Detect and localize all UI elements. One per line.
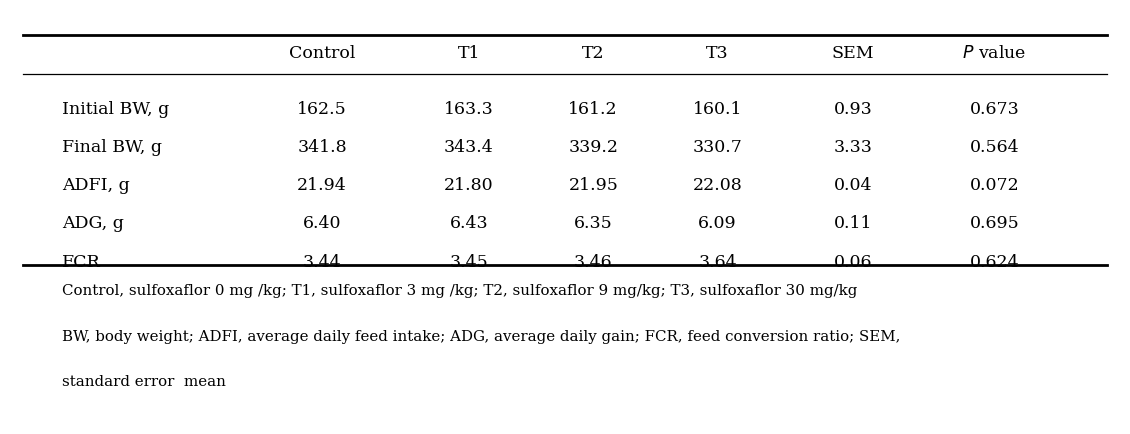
Text: 0.564: 0.564: [970, 139, 1019, 156]
Text: 3.45: 3.45: [450, 253, 488, 271]
Text: 161.2: 161.2: [568, 101, 618, 118]
Text: 6.09: 6.09: [698, 215, 737, 233]
Text: 343.4: 343.4: [444, 139, 494, 156]
Text: 0.04: 0.04: [834, 177, 872, 194]
Text: 163.3: 163.3: [444, 101, 494, 118]
Text: 21.80: 21.80: [444, 177, 494, 194]
Text: 6.35: 6.35: [574, 215, 612, 233]
Text: 339.2: 339.2: [568, 139, 618, 156]
Text: Final BW, g: Final BW, g: [62, 139, 162, 156]
Text: 0.624: 0.624: [970, 253, 1019, 271]
Text: ADG, g: ADG, g: [62, 215, 124, 233]
Text: Control: Control: [289, 45, 355, 62]
Text: standard error  mean: standard error mean: [62, 375, 226, 389]
Text: 0.93: 0.93: [834, 101, 872, 118]
Text: 3.44: 3.44: [303, 253, 341, 271]
Text: 0.673: 0.673: [970, 101, 1019, 118]
Text: 3.64: 3.64: [698, 253, 737, 271]
Text: ADFI, g: ADFI, g: [62, 177, 130, 194]
Text: 3.46: 3.46: [574, 253, 612, 271]
Text: T2: T2: [582, 45, 605, 62]
Text: 6.43: 6.43: [450, 215, 488, 233]
Text: FCR: FCR: [62, 253, 101, 271]
Text: 0.695: 0.695: [970, 215, 1019, 233]
Text: T3: T3: [706, 45, 729, 62]
Text: 0.11: 0.11: [834, 215, 872, 233]
Text: T1: T1: [458, 45, 480, 62]
Text: 21.95: 21.95: [568, 177, 618, 194]
Text: 162.5: 162.5: [297, 101, 347, 118]
Text: 341.8: 341.8: [297, 139, 347, 156]
Text: 160.1: 160.1: [693, 101, 742, 118]
Text: 330.7: 330.7: [693, 139, 742, 156]
Text: 21.94: 21.94: [297, 177, 347, 194]
Text: 0.072: 0.072: [970, 177, 1019, 194]
Text: 22.08: 22.08: [693, 177, 742, 194]
Text: 0.06: 0.06: [834, 253, 872, 271]
Text: 3.33: 3.33: [834, 139, 872, 156]
Text: BW, body weight; ADFI, average daily feed intake; ADG, average daily gain; FCR, : BW, body weight; ADFI, average daily fee…: [62, 330, 901, 344]
Text: SEM: SEM: [832, 45, 875, 62]
Text: Control, sulfoxaflor 0 mg /kg; T1, sulfoxaflor 3 mg /kg; T2, sulfoxaflor 9 mg/kg: Control, sulfoxaflor 0 mg /kg; T1, sulfo…: [62, 284, 858, 298]
Text: 6.40: 6.40: [303, 215, 341, 233]
Text: Initial BW, g: Initial BW, g: [62, 101, 170, 118]
Text: $\it{P}$ value: $\it{P}$ value: [963, 45, 1026, 62]
